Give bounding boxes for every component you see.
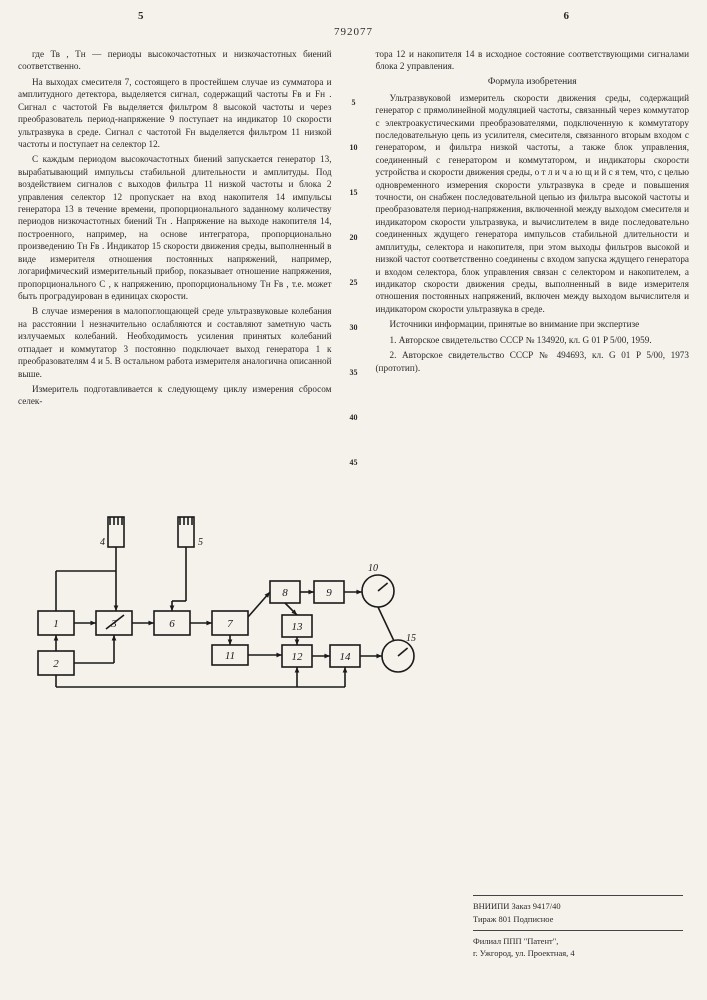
gutter-mark: 35 bbox=[350, 368, 358, 377]
diagram-svg: 451236711891312141015 bbox=[18, 511, 458, 706]
lc-p1: где Тв , Тн — периоды высокочастотных и … bbox=[18, 48, 332, 73]
svg-text:13: 13 bbox=[292, 621, 304, 633]
page-numbers: 5 6 bbox=[18, 10, 689, 22]
gutter-mark: 40 bbox=[350, 413, 358, 422]
gutter-mark: 15 bbox=[350, 188, 358, 197]
gutter-mark: 30 bbox=[350, 323, 358, 332]
svg-text:11: 11 bbox=[225, 650, 235, 662]
rc-s2: 2. Авторское свидетельство СССР № 494693… bbox=[376, 349, 690, 374]
left-column: где Тв , Тн — периоды высокочастотных и … bbox=[18, 48, 332, 503]
page-num-left: 5 bbox=[138, 10, 144, 22]
footer-l4: г. Ужгород, ул. Проектная, 4 bbox=[473, 947, 683, 960]
footer-colophon: ВНИИПИ Заказ 9417/40 Тираж 801 Подписное… bbox=[473, 891, 683, 960]
svg-text:5: 5 bbox=[198, 537, 203, 548]
patent-number: 792077 bbox=[18, 26, 689, 38]
gutter-mark: 25 bbox=[350, 278, 358, 287]
rc-p1: тора 12 и накопителя 14 в исходное состо… bbox=[376, 48, 690, 73]
svg-text:14: 14 bbox=[340, 651, 352, 663]
lc-p4: В случае измерения в малопоглощающей сре… bbox=[18, 305, 332, 380]
footer-rule bbox=[473, 930, 683, 931]
footer-l2: Тираж 801 Подписное bbox=[473, 913, 683, 926]
svg-text:8: 8 bbox=[282, 587, 288, 599]
svg-text:1: 1 bbox=[53, 618, 59, 630]
formula-title: Формула изобретения bbox=[376, 76, 690, 89]
footer-rule bbox=[473, 895, 683, 896]
rc-p2: Ультразвуковой измеритель скорости движе… bbox=[376, 92, 690, 316]
patent-page: 5 6 792077 где Тв , Тн — периоды высокоч… bbox=[0, 0, 707, 1000]
gutter-mark: 5 bbox=[352, 98, 356, 107]
svg-text:15: 15 bbox=[406, 633, 416, 644]
rc-sources-title: Источники информации, принятые во вниман… bbox=[376, 318, 690, 330]
text-columns: где Тв , Тн — периоды высокочастотных и … bbox=[18, 48, 689, 503]
svg-text:10: 10 bbox=[368, 563, 378, 574]
svg-text:12: 12 bbox=[292, 651, 304, 663]
footer-l3: Филиал ППП "Патент", bbox=[473, 935, 683, 948]
gutter-mark: 45 bbox=[350, 458, 358, 467]
block-diagram: 451236711891312141015 bbox=[18, 511, 458, 706]
rc-s1: 1. Авторское свидетельство СССР № 134920… bbox=[376, 334, 690, 346]
lc-p3: С каждым периодом высокочастотных биений… bbox=[18, 153, 332, 302]
right-column: тора 12 и накопителя 14 в исходное состо… bbox=[376, 48, 690, 503]
gutter-mark: 20 bbox=[350, 233, 358, 242]
svg-text:9: 9 bbox=[326, 587, 332, 599]
footer-l1: ВНИИПИ Заказ 9417/40 bbox=[473, 900, 683, 913]
gutter-mark: 10 bbox=[350, 143, 358, 152]
line-number-gutter: 5 10 15 20 25 30 35 40 45 bbox=[346, 48, 362, 503]
svg-text:7: 7 bbox=[227, 618, 233, 630]
svg-text:4: 4 bbox=[100, 537, 105, 548]
svg-text:2: 2 bbox=[53, 658, 59, 670]
lc-p2: На выходах смесителя 7, состоящего в про… bbox=[18, 76, 332, 151]
page-num-right: 6 bbox=[564, 10, 570, 22]
lc-p5: Измеритель подготавливается к следующему… bbox=[18, 383, 332, 408]
svg-text:6: 6 bbox=[169, 618, 175, 630]
